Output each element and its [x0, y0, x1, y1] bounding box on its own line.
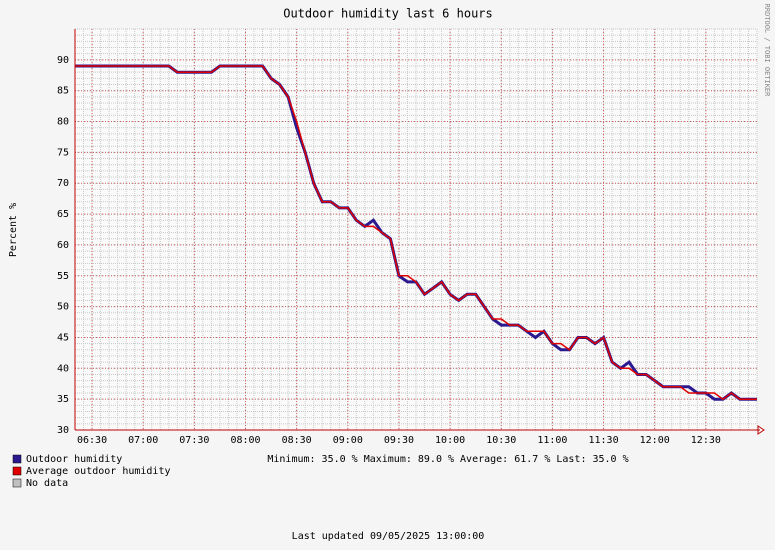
- legend-label: Outdoor humidity: [26, 454, 122, 465]
- legend-label: Average outdoor humidity: [26, 466, 171, 477]
- y-tick-label: 90: [57, 55, 69, 66]
- x-tick-label: 11:30: [588, 435, 618, 446]
- x-tick-label: 07:00: [128, 435, 158, 446]
- x-tick-label: 09:30: [384, 435, 414, 446]
- legend-swatch: [12, 478, 22, 488]
- x-axis-arrow: [757, 425, 765, 435]
- y-tick-label: 30: [57, 425, 69, 436]
- y-tick-label: 80: [57, 117, 69, 128]
- x-tick-label: 10:00: [435, 435, 465, 446]
- x-tick-label: 06:30: [77, 435, 107, 446]
- x-tick-label: 09:00: [333, 435, 363, 446]
- y-tick-label: 40: [57, 363, 69, 374]
- x-tick-label: 08:00: [230, 435, 260, 446]
- y-tick-label: 45: [57, 332, 69, 343]
- legend-label: No data: [26, 478, 68, 489]
- y-tick-label: 65: [57, 209, 69, 220]
- y-tick-label: 75: [57, 147, 69, 158]
- legend-swatch: [12, 454, 22, 464]
- x-tick-label: 11:00: [537, 435, 567, 446]
- x-tick-label: 12:30: [691, 435, 721, 446]
- y-axis-label: Percent %: [8, 203, 19, 257]
- y-tick-label: 50: [57, 302, 69, 313]
- y-tick-label: 55: [57, 271, 69, 282]
- stats: Minimum: 35.0 % Maximum: 89.0 % Average:…: [267, 454, 628, 465]
- series-line: [75, 65, 757, 401]
- watermark: RRDTOOL / TOBI OETIKER: [763, 4, 771, 98]
- x-tick-label: 10:30: [486, 435, 516, 446]
- axes: [74, 29, 765, 435]
- footer: Last updated 09/05/2025 13:00:00: [292, 531, 485, 542]
- legend-swatch: [12, 466, 22, 476]
- y-tick-label: 60: [57, 240, 69, 251]
- lines: [75, 64, 757, 401]
- y-tick-label: 35: [57, 394, 69, 405]
- x-tick-label: 07:30: [179, 435, 209, 446]
- y-tick-label: 85: [57, 86, 69, 97]
- chart-title: Outdoor humidity last 6 hours: [283, 7, 493, 21]
- x-tick-label: 08:30: [282, 435, 312, 446]
- x-tick-label: 12:00: [640, 435, 670, 446]
- y-tick-label: 70: [57, 178, 69, 189]
